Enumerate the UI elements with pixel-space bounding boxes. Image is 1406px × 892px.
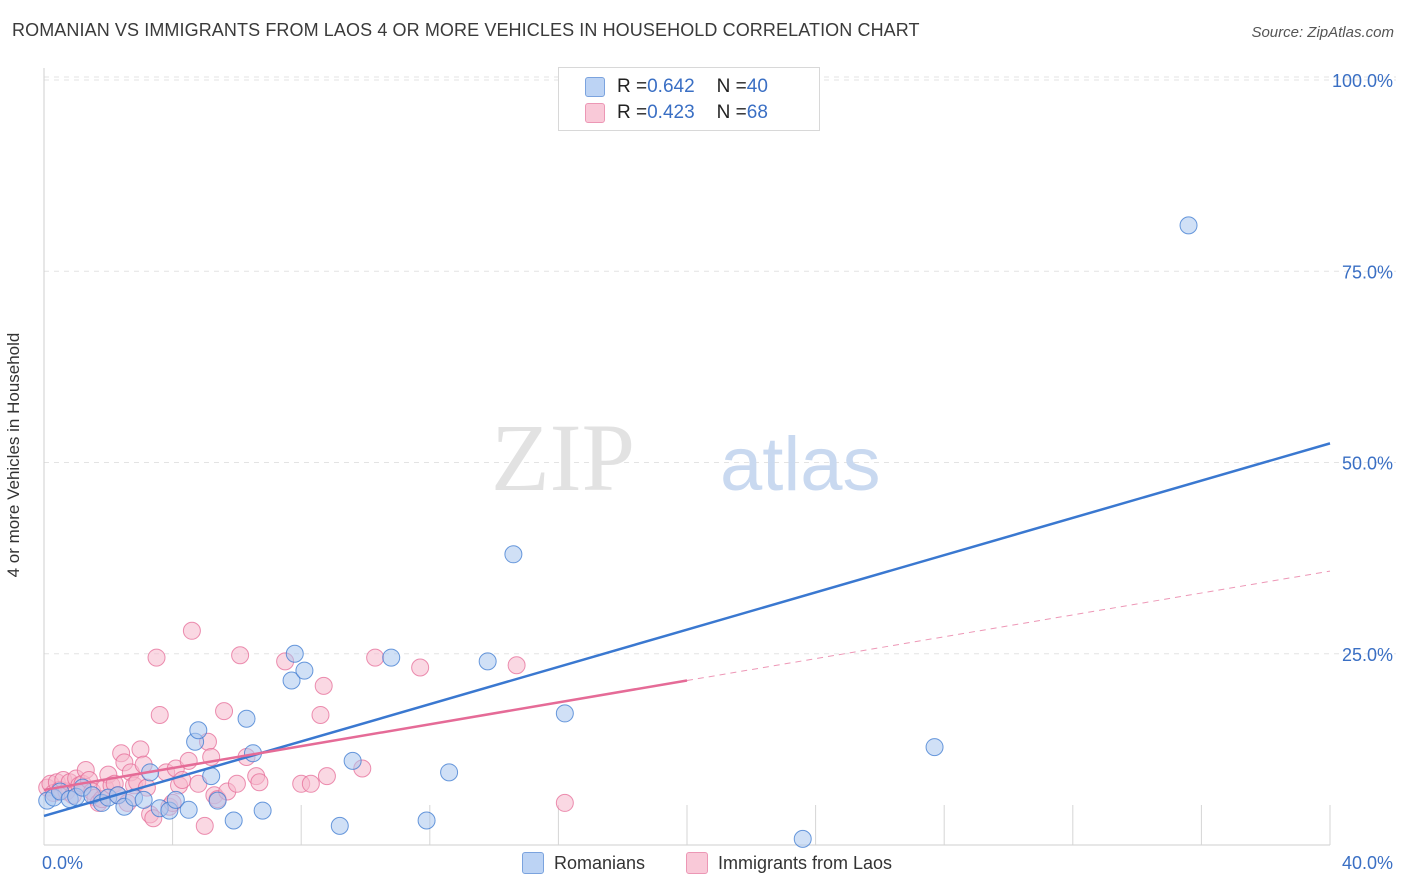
data-point bbox=[208, 791, 227, 810]
data-point bbox=[295, 661, 314, 680]
data-point bbox=[311, 705, 330, 724]
data-point bbox=[411, 658, 430, 677]
data-point bbox=[282, 671, 301, 690]
trendline bbox=[686, 570, 1331, 682]
legend-n-label: N = bbox=[716, 102, 747, 123]
data-point bbox=[237, 709, 256, 728]
data-point bbox=[507, 656, 526, 675]
y-tick-label: 50.0% bbox=[1342, 454, 1393, 474]
y-tick-label: 75.0% bbox=[1342, 262, 1393, 282]
legend-label-laos: Immigrants from Laos bbox=[718, 852, 893, 873]
legend-swatch-romanians bbox=[522, 852, 544, 874]
data-point bbox=[224, 811, 243, 830]
legend-n-value: 40 bbox=[746, 76, 768, 97]
data-point bbox=[1179, 216, 1198, 235]
source-credit: Source: ZipAtlas.com bbox=[1251, 24, 1394, 41]
axes bbox=[43, 68, 1331, 846]
legend-item-romanians: Romanians bbox=[522, 852, 645, 874]
trendline bbox=[43, 679, 688, 792]
legend-r-value: 0.642 bbox=[647, 76, 695, 97]
data-point bbox=[301, 774, 320, 793]
data-point bbox=[382, 648, 401, 667]
legend-row-romanians: R = 0.642 N = 40 bbox=[585, 75, 768, 99]
legend-label-romanians: Romanians bbox=[554, 852, 646, 873]
data-point bbox=[314, 676, 333, 695]
data-point bbox=[166, 790, 185, 809]
x-tick-label: 40.0% bbox=[1342, 853, 1393, 873]
y-tick-label: 25.0% bbox=[1342, 645, 1393, 665]
data-point bbox=[231, 646, 250, 665]
data-point bbox=[925, 738, 944, 757]
data-point bbox=[478, 652, 497, 671]
data-point bbox=[366, 648, 385, 667]
data-point bbox=[285, 644, 304, 663]
data-point bbox=[150, 705, 169, 724]
tick-labels: 25.0% 50.0% 75.0% 100.0% 0.0% 40.0% bbox=[42, 71, 1393, 873]
y-tick-label: 100.0% bbox=[1332, 71, 1393, 91]
trendlines bbox=[43, 442, 1331, 818]
data-point bbox=[253, 801, 272, 820]
data-point bbox=[317, 767, 336, 786]
legend-n-label: N = bbox=[716, 76, 747, 97]
data-point bbox=[504, 545, 523, 564]
legend-n-value: 68 bbox=[746, 102, 768, 123]
data-point bbox=[227, 774, 246, 793]
legend-swatch-blue bbox=[585, 77, 605, 97]
watermark-zip: ZIP bbox=[491, 404, 635, 511]
data-point bbox=[793, 829, 812, 848]
legend-swatch-laos bbox=[686, 852, 708, 874]
legend-swatch-pink bbox=[585, 103, 605, 123]
gridlines bbox=[44, 76, 1396, 655]
data-point bbox=[343, 751, 362, 770]
trendline bbox=[43, 442, 1331, 818]
data-point bbox=[215, 702, 234, 721]
data-point bbox=[195, 816, 214, 835]
x-tick-label: 0.0% bbox=[42, 853, 83, 873]
data-point bbox=[330, 816, 349, 835]
watermark-atlas: atlas bbox=[720, 422, 881, 507]
points-romanians bbox=[38, 216, 1198, 848]
data-point bbox=[182, 621, 201, 640]
legend-r-value: 0.423 bbox=[647, 102, 695, 123]
data-point bbox=[179, 800, 198, 819]
legend-r-label: R = bbox=[617, 76, 648, 97]
data-point bbox=[134, 790, 153, 809]
data-point bbox=[555, 793, 574, 812]
legend-row-laos: R = 0.423 N = 68 bbox=[585, 101, 768, 125]
correlation-legend: R = 0.642 N = 40 R = 0.423 N = 68 bbox=[558, 67, 820, 131]
legend-item-laos: Immigrants from Laos bbox=[686, 852, 892, 874]
data-point bbox=[131, 740, 150, 759]
watermark: ZIP atlas bbox=[491, 404, 881, 511]
legend-r-label: R = bbox=[617, 102, 648, 123]
data-point bbox=[147, 648, 166, 667]
data-point bbox=[555, 704, 574, 723]
data-point bbox=[417, 811, 436, 830]
data-point bbox=[440, 763, 459, 782]
data-point bbox=[250, 773, 269, 792]
data-point bbox=[189, 721, 208, 740]
chart-title: ROMANIAN VS IMMIGRANTS FROM LAOS 4 OR MO… bbox=[12, 20, 920, 40]
series-legend: Romanians Immigrants from Laos bbox=[0, 852, 1406, 878]
